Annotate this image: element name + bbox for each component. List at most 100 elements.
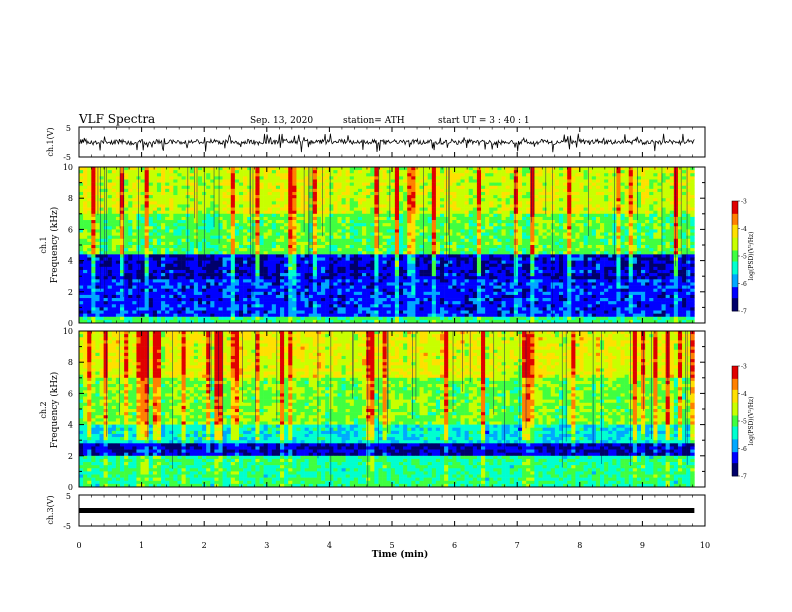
spectrogram-cell bbox=[206, 179, 211, 183]
spectrogram-cell bbox=[632, 210, 638, 215]
spectrogram-cell bbox=[304, 210, 310, 215]
spectrogram-cell bbox=[673, 235, 679, 240]
spectrogram-cell bbox=[181, 266, 186, 271]
spectrogram-cell bbox=[333, 238, 338, 243]
spectrogram-cell bbox=[645, 251, 650, 255]
spectrogram-cell bbox=[386, 195, 392, 199]
spectrogram-cell bbox=[357, 195, 363, 199]
spectrogram-cell bbox=[526, 182, 531, 187]
spectrogram-cell bbox=[87, 201, 92, 205]
spectrogram-cell bbox=[370, 201, 375, 205]
spectrogram-cell bbox=[132, 213, 137, 218]
spectrogram-cell bbox=[99, 207, 104, 211]
spectrogram-cell bbox=[99, 251, 104, 255]
spectrogram-cell bbox=[600, 248, 605, 252]
spectrogram-cell bbox=[583, 235, 588, 240]
spectrogram-cell bbox=[427, 195, 433, 199]
spectrogram-cell bbox=[275, 263, 281, 268]
spectrogram-cell bbox=[144, 204, 150, 208]
spectrogram-cell bbox=[665, 223, 671, 227]
spectrogram-cell bbox=[292, 204, 297, 208]
spectrogram-cell bbox=[567, 188, 572, 193]
spectrogram-cell bbox=[497, 188, 502, 193]
spectrogram-cell bbox=[567, 170, 572, 174]
spectrogram-cell bbox=[501, 185, 506, 190]
spectrogram-cell bbox=[571, 226, 576, 230]
spectrogram-cell bbox=[427, 204, 433, 208]
spectrogram-cell bbox=[456, 232, 461, 236]
spectrogram-cell bbox=[189, 238, 195, 243]
spectrogram-cell bbox=[103, 188, 109, 193]
spectrogram-cell bbox=[152, 182, 158, 187]
spectrogram-cell bbox=[99, 198, 104, 202]
spectrogram-cell bbox=[394, 245, 400, 249]
spectrogram-cell bbox=[271, 204, 277, 208]
spectrogram-cell bbox=[169, 210, 174, 215]
spectrogram-cell bbox=[144, 210, 150, 215]
spectrogram-cell bbox=[517, 176, 523, 180]
spectrogram-cell bbox=[452, 182, 457, 187]
spectrogram-cell bbox=[124, 223, 129, 227]
spectrogram-cell bbox=[485, 216, 490, 221]
spectrogram-cell bbox=[481, 245, 486, 249]
spectrogram-cell bbox=[210, 185, 215, 190]
spectrogram-cell bbox=[624, 179, 630, 183]
spectrogram-cell bbox=[452, 266, 457, 271]
spectrogram-cell bbox=[624, 198, 630, 202]
spectrogram-cell bbox=[91, 220, 96, 224]
spectrogram-cell bbox=[189, 210, 195, 215]
spectrogram-cell bbox=[95, 248, 100, 252]
spectrogram-cell bbox=[591, 216, 597, 221]
spectrogram-cell bbox=[152, 173, 158, 177]
spectrogram-cell bbox=[374, 179, 379, 183]
spectrogram-cell bbox=[83, 210, 88, 215]
spectrogram-cell bbox=[542, 204, 547, 208]
spectrogram-cell bbox=[591, 185, 597, 190]
spectrogram-cell bbox=[206, 182, 211, 187]
spectrogram-cell bbox=[83, 260, 88, 265]
spectrogram-cell bbox=[95, 204, 100, 208]
spectrogram-cell bbox=[345, 235, 351, 240]
spectrogram-cell bbox=[115, 223, 121, 227]
spectrogram-cell bbox=[91, 179, 96, 183]
spectrogram-cell bbox=[394, 191, 400, 196]
spectrogram-cell bbox=[563, 251, 568, 255]
spectrogram-cell bbox=[259, 241, 264, 246]
spectrogram-cell bbox=[91, 182, 96, 187]
spectrogram-cell bbox=[550, 251, 556, 255]
spectrogram-cell bbox=[345, 176, 351, 180]
spectrogram-cell bbox=[411, 263, 416, 268]
spectrogram-cell bbox=[79, 238, 84, 243]
spectrogram-cell bbox=[271, 201, 277, 205]
spectrogram-cell bbox=[349, 260, 355, 265]
spectrogram-cell bbox=[522, 223, 527, 227]
spectrogram-cell bbox=[636, 179, 642, 183]
spectrogram-cell bbox=[513, 260, 519, 265]
spectrogram-cell bbox=[435, 248, 441, 252]
spectrogram-cell bbox=[107, 176, 113, 180]
spectrogram-cell bbox=[156, 248, 162, 252]
spectrogram-cell bbox=[448, 232, 453, 236]
spectrogram-cell bbox=[362, 213, 367, 218]
spectrogram-cell bbox=[452, 238, 457, 243]
spectrogram-cell bbox=[440, 235, 445, 240]
spectrogram-cell bbox=[542, 201, 547, 205]
spectrogram-cell bbox=[645, 170, 650, 174]
spectrogram-cell bbox=[591, 170, 597, 174]
spectrogram-cell bbox=[468, 182, 474, 187]
spectrogram-cell bbox=[534, 167, 539, 171]
spectrogram-cell bbox=[267, 176, 273, 180]
spectrogram-cell bbox=[370, 185, 375, 190]
spectrogram-cell bbox=[595, 179, 601, 183]
spectrogram-cell bbox=[169, 179, 174, 183]
spectrogram-cell bbox=[95, 251, 100, 255]
spectrogram-cell bbox=[230, 223, 236, 227]
spectrogram-cell bbox=[386, 266, 392, 271]
spectrogram-cell bbox=[394, 263, 400, 268]
spectrogram-cell bbox=[259, 248, 264, 252]
spectrogram-cell bbox=[493, 232, 498, 236]
spectrogram-cell bbox=[210, 257, 215, 261]
spectrogram-cell bbox=[628, 167, 634, 171]
spectrogram-cell bbox=[448, 207, 453, 211]
spectrogram-cell bbox=[604, 167, 609, 171]
